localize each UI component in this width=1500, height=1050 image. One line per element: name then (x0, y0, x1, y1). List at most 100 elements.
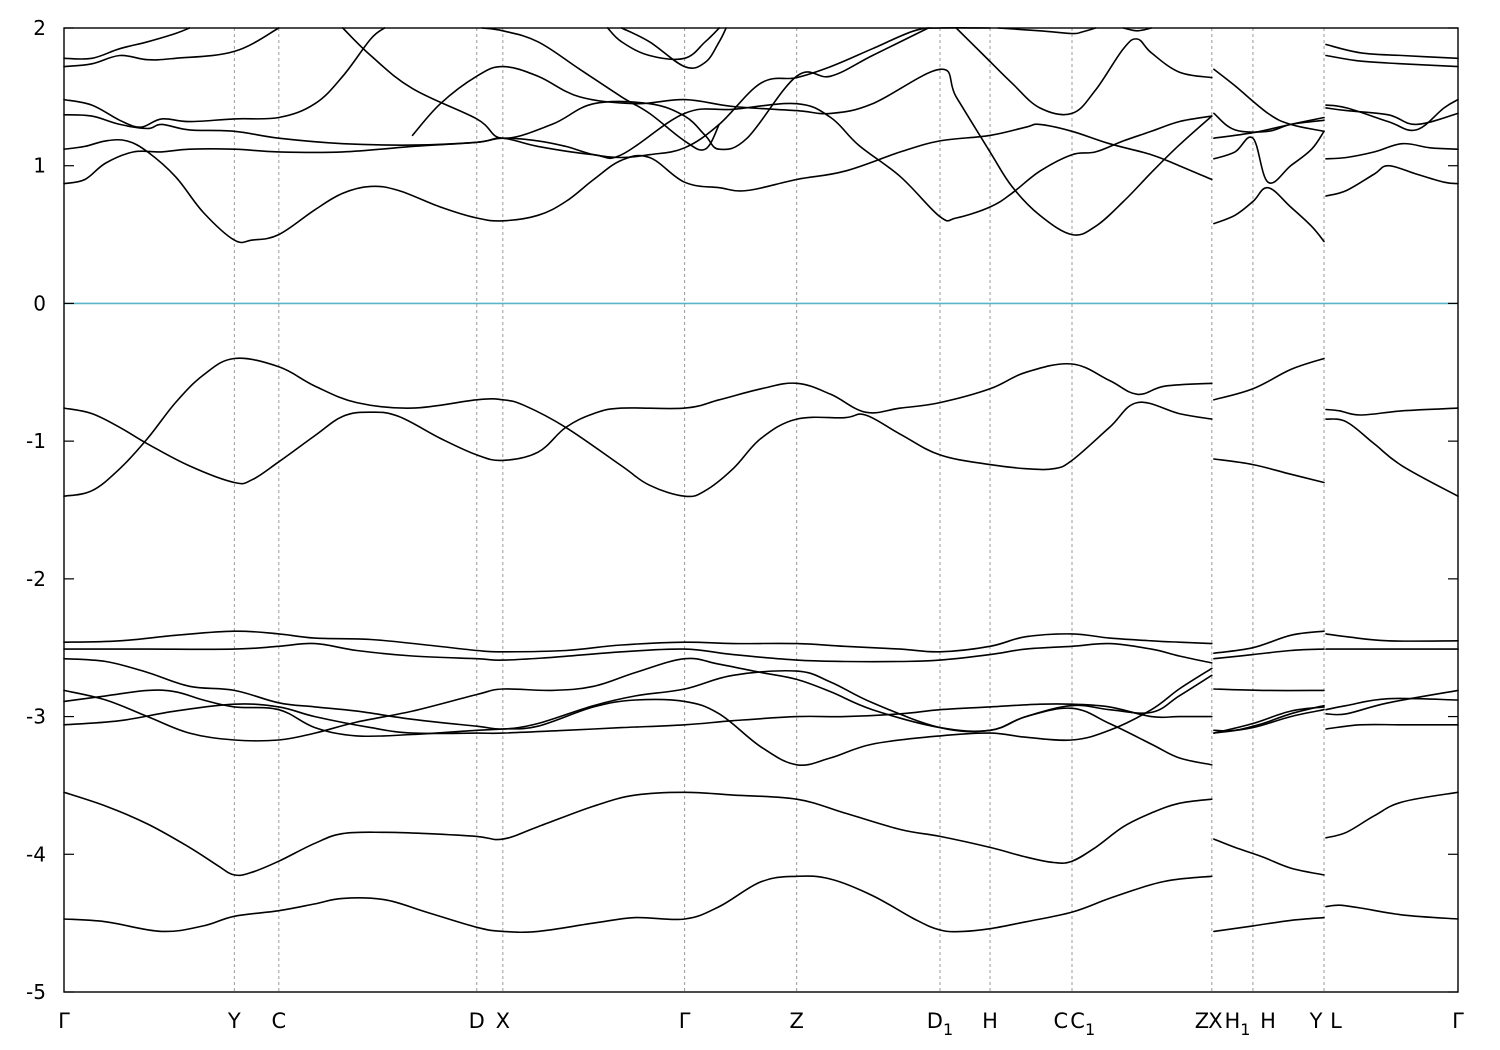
band-segment-16 (1213, 706, 1325, 734)
band-segment-11 (1325, 689, 1459, 716)
band-segment-32 (63, 123, 1213, 244)
kpoint-label-4: X (496, 1009, 510, 1033)
band-segment-4 (1213, 838, 1325, 876)
band-segment-26 (63, 362, 1213, 485)
kpoint-label-14: H (1260, 1009, 1276, 1033)
band-segment-41 (63, 27, 280, 68)
kpoint-label-subscript: 1 (1240, 1020, 1250, 1039)
y-tick-label: -1 (26, 429, 46, 453)
band-segment-14 (1325, 697, 1459, 711)
band-segment-30 (1213, 116, 1325, 139)
band-segment-42 (1213, 68, 1325, 133)
band-segment-5 (1325, 791, 1459, 839)
band-segment-29 (63, 26, 991, 185)
band-segment-12 (63, 657, 1213, 766)
kpoint-label-text: Γ (1452, 1009, 1464, 1033)
y-tick-label: 1 (33, 154, 46, 178)
band-segment-51 (955, 27, 1213, 116)
kpoint-label-5: Γ (679, 1009, 691, 1033)
kpoint-label-text: Z (789, 1009, 803, 1033)
kpoint-label-text: L (1330, 1009, 1342, 1033)
y-axis: -5 -4 -3 -2 -1 0 1 2 (26, 16, 1458, 1004)
y-tick-label: -2 (26, 567, 46, 591)
kpoint-label-text: H (982, 1009, 998, 1033)
kpoint-label-text: Γ (58, 1009, 70, 1033)
band-segment-48 (481, 27, 720, 151)
kpoint-label-text: C (1054, 1009, 1069, 1033)
band-segment-17 (63, 642, 1213, 664)
band-segment-0 (63, 875, 1213, 934)
band-segment-53 (1122, 27, 1153, 32)
band-segment-22 (1325, 633, 1459, 642)
kpoint-label-text: Γ (679, 1009, 691, 1033)
band-segment-39 (1213, 112, 1325, 133)
y-tick-label: -3 (26, 705, 46, 729)
kpoint-label-text: C (271, 1009, 286, 1033)
kpoint-label-text: H (1224, 1009, 1240, 1033)
kpoint-label-8: H (982, 1009, 998, 1033)
band-segment-34 (1325, 164, 1459, 197)
kpoint-label-13: H1 (1224, 1009, 1250, 1039)
band-segment-20 (63, 630, 1213, 653)
band-segment-2 (1325, 904, 1459, 920)
band-segment-25 (1325, 418, 1459, 497)
kpoint-label-7: D1 (927, 1009, 953, 1039)
band-segment-27 (1213, 357, 1325, 401)
y-tick-label: -4 (26, 842, 46, 866)
band-segment-15 (63, 657, 1213, 733)
kpoint-label-3: D (469, 1009, 485, 1033)
y-tick-label: -5 (26, 980, 46, 1004)
kpoint-label-16: L (1330, 1009, 1342, 1033)
band-segment-23 (63, 357, 1213, 498)
band-segment-13 (1213, 708, 1325, 734)
band-segment-49 (606, 27, 720, 61)
band-segment-8 (1325, 723, 1459, 730)
band-segment-3 (63, 791, 1213, 877)
kpoint-label-11: Z (1195, 1009, 1209, 1033)
kpoint-label-2: C (271, 1009, 286, 1033)
band-segment-46 (411, 65, 1213, 236)
plot-frame (63, 27, 1459, 993)
kpoint-label-text: H (1260, 1009, 1276, 1033)
kpoint-label-15: Y (1309, 1009, 1323, 1033)
kpoint-label-text: C (1070, 1009, 1085, 1033)
kpoint-label-text: D (927, 1009, 943, 1033)
x-axis-kpoint-labels: Γ Y C D X Γ Z D1 H C C1 Z X H1 H Y L Γ (58, 1009, 1464, 1039)
band-segment-24 (1213, 458, 1325, 484)
kpoint-label-17: Γ (1452, 1009, 1464, 1033)
band-segment-6 (63, 703, 1213, 735)
kpoint-label-subscript: 1 (943, 1020, 953, 1039)
band-segment-36 (1213, 130, 1325, 184)
band-segment-35 (63, 102, 1213, 222)
band-segment-33 (1213, 186, 1325, 243)
band-segment-52 (997, 27, 1097, 35)
band-segment-21 (1213, 630, 1325, 654)
kpoint-label-1: Y (227, 1009, 241, 1033)
band-lines (63, 26, 1459, 934)
kpoint-label-subscript: 1 (1085, 1020, 1095, 1039)
band-segment-28 (1325, 407, 1459, 416)
kpoint-label-text: X (496, 1009, 510, 1033)
kpoint-label-text: Z (1195, 1009, 1209, 1033)
band-segment-38 (63, 27, 386, 129)
band-segment-1 (1213, 916, 1325, 933)
band-segment-40 (1325, 98, 1459, 132)
kpoint-label-0: Γ (58, 1009, 70, 1033)
band-segment-18 (1213, 648, 1325, 660)
band-segment-44 (63, 27, 191, 60)
band-segment-9 (63, 667, 1213, 767)
kpoint-label-10: C1 (1070, 1009, 1095, 1039)
band-segment-10 (1213, 688, 1325, 692)
kpoint-label-text: Y (227, 1009, 241, 1033)
kpoint-label-12: X (1208, 1009, 1222, 1033)
band-segment-50 (620, 27, 727, 69)
y-tick-label: 2 (33, 16, 46, 40)
kpoint-label-text: Y (1309, 1009, 1323, 1033)
band-segment-47 (342, 27, 930, 151)
kpoint-label-6: Z (789, 1009, 803, 1033)
high-symmetry-gridlines (233, 28, 1325, 992)
y-tick-label: 0 (33, 291, 46, 315)
kpoint-label-text: X (1208, 1009, 1222, 1033)
band-segment-43 (1325, 54, 1459, 68)
